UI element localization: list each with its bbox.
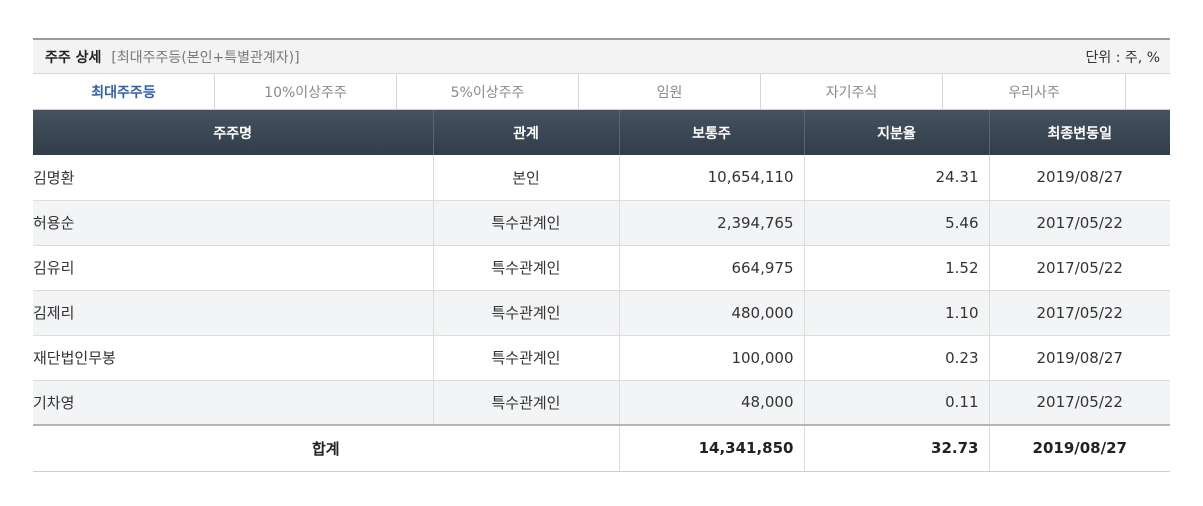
shares-cell: 664,975 (619, 245, 805, 291)
tab-executives[interactable]: 임원 (579, 74, 761, 109)
date-cell: 2019/08/27 (989, 155, 1170, 201)
section-header: 주주 상세 [최대주주등(본인+특별관계자)] 단위 : 주, % (33, 38, 1170, 74)
total-row: 합계 14,341,850 32.73 2019/08/27 (33, 424, 1170, 472)
ratio-cell: 24.31 (804, 155, 990, 201)
table-row: 김유리 특수관계인 664,975 1.52 2017/05/22 (33, 245, 1170, 291)
relation-cell: 특수관계인 (433, 380, 620, 426)
total-date: 2019/08/27 (989, 424, 1170, 472)
column-header-ratio: 지분율 (804, 110, 990, 155)
shareholder-name: 김명환 (33, 155, 434, 201)
shareholder-table: 주주명 관계 보통주 지분율 최종변동일 김명환 본인 10,654,110 2… (33, 110, 1170, 472)
unit-label: 단위 : 주, % (1085, 49, 1160, 66)
shareholder-name: 김제리 (33, 290, 434, 336)
tab-treasury-stock[interactable]: 자기주식 (761, 74, 943, 109)
ratio-cell: 0.23 (804, 335, 990, 381)
column-header-date: 최종변동일 (989, 110, 1170, 155)
table-row: 기차영 특수관계인 48,000 0.11 2017/05/22 (33, 380, 1170, 426)
table-row: 재단법인무봉 특수관계인 100,000 0.23 2019/08/27 (33, 335, 1170, 381)
date-cell: 2017/05/22 (989, 380, 1170, 426)
relation-cell: 특수관계인 (433, 290, 620, 336)
ratio-cell: 1.10 (804, 290, 990, 336)
date-cell: 2017/05/22 (989, 200, 1170, 246)
shareholder-name: 김유리 (33, 245, 434, 291)
ratio-cell: 0.11 (804, 380, 990, 426)
tab-largest-shareholders[interactable]: 최대주주등 (33, 74, 215, 109)
shares-cell: 2,394,765 (619, 200, 805, 246)
section-subtitle: [최대주주등(본인+특별관계자)] (111, 49, 300, 66)
tab-5pct-shareholders[interactable]: 5%이상주주 (397, 74, 579, 109)
date-cell: 2017/05/22 (989, 290, 1170, 336)
shares-cell: 10,654,110 (619, 155, 805, 201)
total-label: 합계 (33, 424, 620, 472)
relation-cell: 특수관계인 (433, 335, 620, 381)
shareholder-name: 재단법인무봉 (33, 335, 434, 381)
tab-bar: 최대주주등 10%이상주주 5%이상주주 임원 자기주식 우리사주 (33, 74, 1170, 110)
total-shares: 14,341,850 (619, 424, 805, 472)
shareholder-name: 기차영 (33, 380, 434, 426)
column-header-shares: 보통주 (619, 110, 805, 155)
section-title: 주주 상세 (45, 49, 102, 66)
shareholder-name: 허용순 (33, 200, 434, 246)
relation-cell: 본인 (433, 155, 620, 201)
ratio-cell: 5.46 (804, 200, 990, 246)
date-cell: 2017/05/22 (989, 245, 1170, 291)
table-row: 허용순 특수관계인 2,394,765 5.46 2017/05/22 (33, 200, 1170, 246)
table-row: 김명환 본인 10,654,110 24.31 2019/08/27 (33, 155, 1170, 201)
relation-cell: 특수관계인 (433, 200, 620, 246)
total-ratio: 32.73 (804, 424, 990, 472)
column-header-name: 주주명 (33, 110, 434, 155)
shares-cell: 480,000 (619, 290, 805, 336)
date-cell: 2019/08/27 (989, 335, 1170, 381)
shares-cell: 48,000 (619, 380, 805, 426)
column-header-relation: 관계 (433, 110, 620, 155)
tab-10pct-shareholders[interactable]: 10%이상주주 (215, 74, 397, 109)
table-header-row: 주주명 관계 보통주 지분율 최종변동일 (33, 110, 1170, 155)
table-row: 김제리 특수관계인 480,000 1.10 2017/05/22 (33, 290, 1170, 336)
tab-employee-stock[interactable]: 우리사주 (943, 74, 1126, 109)
shareholder-detail-panel: 주주 상세 [최대주주등(본인+특별관계자)] 단위 : 주, % 최대주주등 … (33, 38, 1170, 472)
relation-cell: 특수관계인 (433, 245, 620, 291)
shares-cell: 100,000 (619, 335, 805, 381)
ratio-cell: 1.52 (804, 245, 990, 291)
